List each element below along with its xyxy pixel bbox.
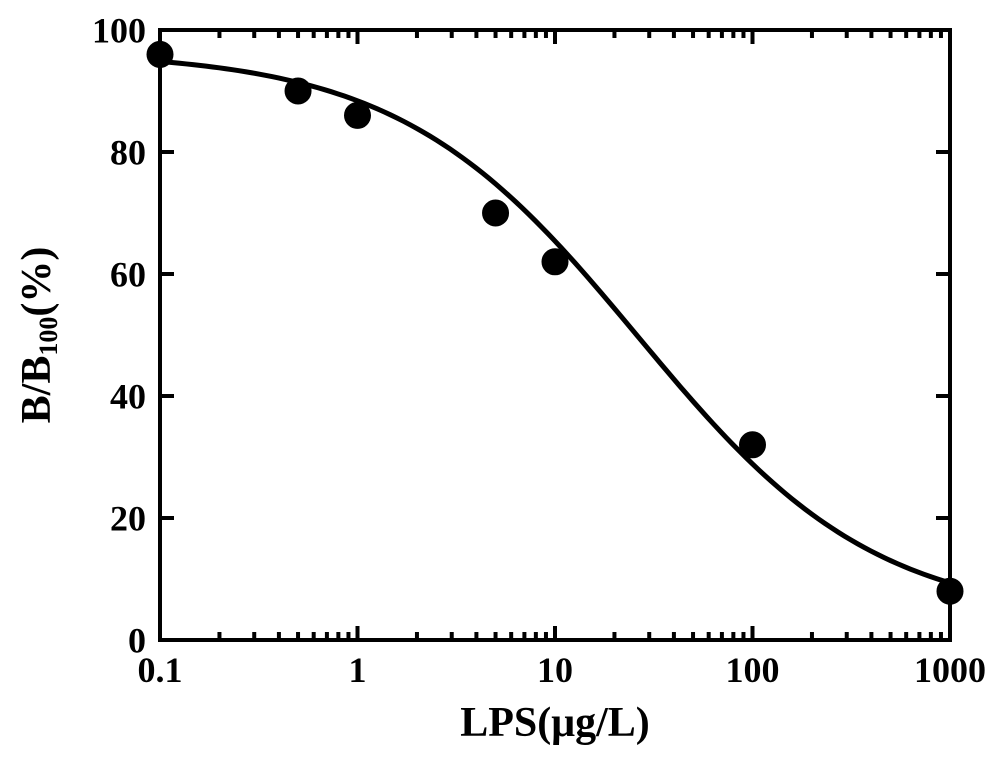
x-tick-label: 10 (537, 650, 573, 690)
x-axis-title: LPS(μg/L) (460, 700, 650, 746)
data-point-marker (542, 249, 568, 275)
chart-container: 0.11101001000020406080100LPS(μg/L)B/B100… (0, 0, 1000, 765)
y-tick-label: 100 (92, 11, 146, 51)
y-tick-label: 0 (128, 621, 146, 661)
x-tick-label: 1 (349, 650, 367, 690)
y-tick-label: 40 (110, 377, 146, 417)
y-tick-label: 60 (110, 255, 146, 295)
data-point-marker (147, 41, 173, 67)
data-point-marker (937, 578, 963, 604)
data-point-marker (345, 102, 371, 128)
data-point-marker (285, 78, 311, 104)
data-point-marker (740, 432, 766, 458)
x-tick-label: 100 (726, 650, 780, 690)
y-tick-label: 20 (110, 499, 146, 539)
dose-response-chart: 0.11101001000020406080100LPS(μg/L)B/B100… (0, 0, 1000, 765)
x-tick-label: 1000 (914, 650, 986, 690)
data-point-marker (483, 200, 509, 226)
y-tick-label: 80 (110, 133, 146, 173)
